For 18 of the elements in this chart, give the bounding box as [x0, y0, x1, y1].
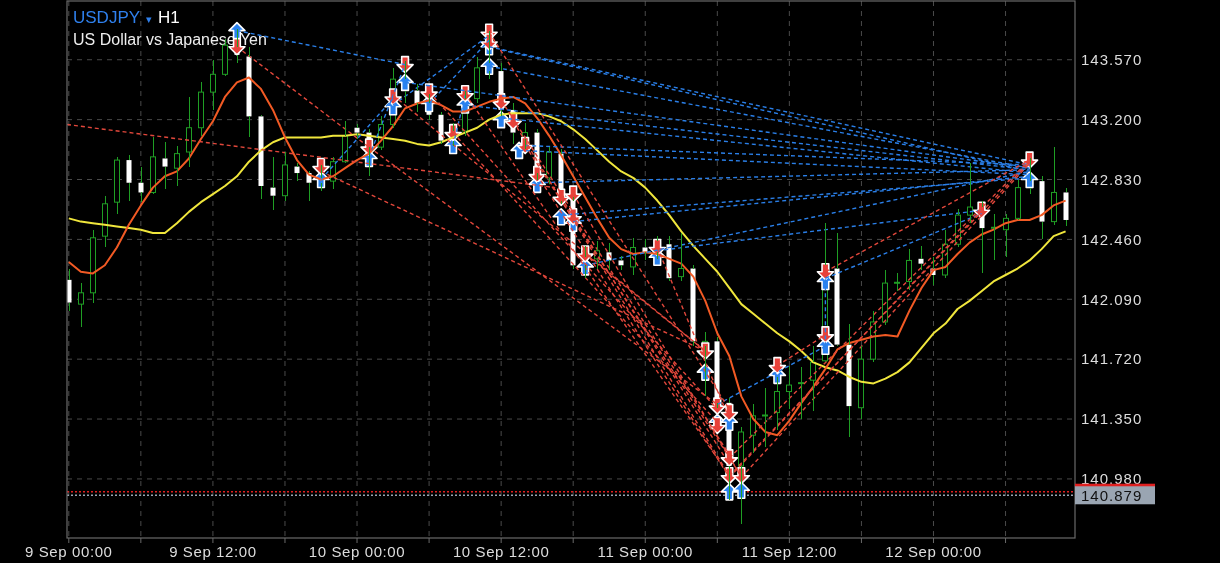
- text: US Dollar vs Japanese Yen: [73, 31, 267, 48]
- x-tick-label: 10 Sep 12:00: [452, 543, 550, 560]
- y-tick-label: 142.830: [1081, 170, 1143, 188]
- x-tick-label: 11 Sep 00:00: [597, 543, 693, 560]
- x-tick-label: 9 Sep 00:00: [25, 543, 113, 560]
- y-tick-label: 143.570: [1081, 51, 1143, 68]
- y-tick-label: 142.460: [1081, 230, 1143, 248]
- y-tick-label: 143.200: [1081, 110, 1143, 128]
- x-tick-label: 12 Sep 00:00: [885, 543, 982, 560]
- x-tick-label: 11 Sep 12:00: [741, 543, 838, 560]
- chart-title: USDJPY ▾ H1: [73, 8, 180, 27]
- ref-line-label: 140.879: [1081, 486, 1143, 504]
- y-tick-label: 140.980: [1081, 470, 1143, 488]
- y-tick-label: 141.720: [1081, 350, 1143, 368]
- y-tick-label: 141.350: [1081, 410, 1143, 428]
- x-tick-label: 10 Sep 00:00: [308, 543, 406, 560]
- x-tick-label: 9 Sep 12:00: [169, 543, 257, 560]
- y-tick-label: 142.090: [1081, 290, 1143, 308]
